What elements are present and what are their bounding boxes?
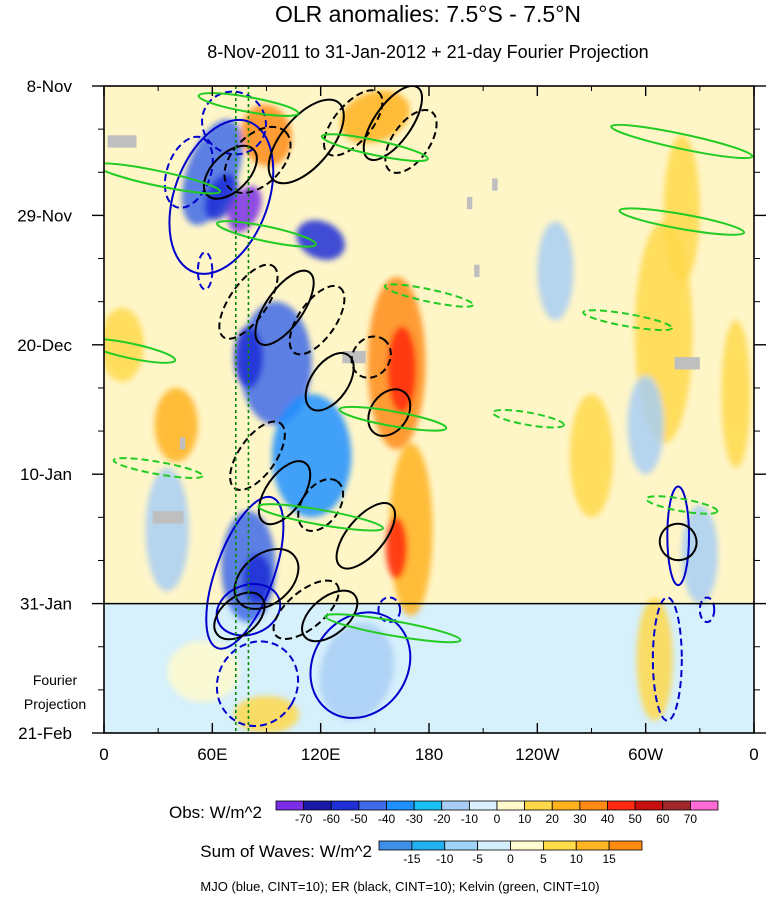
colorbar-swatch xyxy=(608,801,636,810)
y-tick-label: 31-Jan xyxy=(20,595,72,614)
colorbar-tick-label: 20 xyxy=(546,812,560,826)
missing-data-box xyxy=(492,178,497,190)
colorbar-tick-label: 5 xyxy=(540,852,547,866)
x-tick-label: 60W xyxy=(628,745,663,764)
x-tick-label: 0 xyxy=(749,745,758,764)
colorbar-tick-label: -50 xyxy=(350,812,368,826)
anomaly-blob xyxy=(537,222,573,321)
colorbar-swatch xyxy=(469,801,497,810)
anomaly-blob xyxy=(167,641,239,703)
colorbar-swatch xyxy=(576,841,609,850)
colorbar-swatch xyxy=(379,841,412,850)
anomaly-blob xyxy=(155,388,198,462)
y-tick-label: 8-Nov xyxy=(27,77,73,96)
anomaly-blob xyxy=(722,320,751,468)
colorbar-tick-label: 60 xyxy=(656,812,670,826)
waves-colorbar-label: Sum of Waves: W/m^2 xyxy=(200,842,372,861)
y-tick-label: 10-Jan xyxy=(20,465,72,484)
colorbar-swatch xyxy=(445,841,478,850)
colorbar-swatch xyxy=(478,841,511,850)
colorbar-tick-label: -40 xyxy=(378,812,396,826)
colorbar-tick-label: -30 xyxy=(405,812,423,826)
colorbar-swatch xyxy=(552,801,580,810)
missing-data-box xyxy=(675,357,700,369)
colorbar-swatch xyxy=(497,801,525,810)
missing-data-box xyxy=(474,265,479,277)
colorbar-tick-label: 40 xyxy=(601,812,615,826)
y-tick-label: 20-Dec xyxy=(17,336,72,355)
colorbar-tick-label: 50 xyxy=(628,812,642,826)
colorbar-swatch xyxy=(412,841,445,850)
colorbar-swatch xyxy=(511,841,544,850)
colorbar-tick-label: 10 xyxy=(518,812,532,826)
x-tick-label: 180 xyxy=(415,745,443,764)
anomaly-blob xyxy=(682,505,718,604)
anomaly-blob xyxy=(146,468,189,591)
missing-data-box xyxy=(180,437,185,449)
colorbar-tick-label: -70 xyxy=(295,812,313,826)
plot-area xyxy=(85,77,754,741)
colorbar-swatch xyxy=(304,801,332,810)
x-tick-label: 60E xyxy=(197,745,227,764)
footer-legend-text: MJO (blue, CINT=10); ER (black, CINT=10)… xyxy=(200,879,599,894)
y-tick-label: 21-Feb xyxy=(18,724,72,743)
x-tick-label: 0 xyxy=(99,745,108,764)
colorbar-tick-label: 0 xyxy=(507,852,514,866)
colorbar-tick-label: 15 xyxy=(602,852,616,866)
colorbar-swatch xyxy=(635,801,663,810)
colorbar-tick-label: -60 xyxy=(323,812,341,826)
colorbar-swatch xyxy=(580,801,608,810)
colorbar-tick-label: -15 xyxy=(403,852,421,866)
anomaly-blob xyxy=(387,326,416,412)
anomaly-blob xyxy=(386,517,408,579)
anomaly-blob xyxy=(628,376,664,475)
obs-colorbar: -70 -60 -50 -40 -30 -20 -10 0 10 20 30 40 50 60 70 xyxy=(276,801,718,826)
y-tick-label: 29-Nov xyxy=(17,206,72,225)
colorbar-swatch xyxy=(543,841,576,850)
colorbar-swatch xyxy=(525,801,553,810)
colorbar-tick-label: 70 xyxy=(684,812,698,826)
colorbar-swatch xyxy=(276,801,304,810)
colorbar-swatch xyxy=(359,801,387,810)
colorbar-tick-label: -10 xyxy=(436,852,454,866)
waves-colorbar: -15 -10 -5 0 5 10 15 xyxy=(379,841,642,866)
obs-colorbar-label: Obs: W/m^2 xyxy=(169,803,262,822)
colorbar-swatch xyxy=(387,801,415,810)
chart-title: OLR anomalies: 7.5°S - 7.5°N xyxy=(275,1,581,27)
colorbar-tick-label: -20 xyxy=(433,812,451,826)
x-tick-label: 120E xyxy=(301,745,341,764)
colorbar-tick-label: 30 xyxy=(573,812,587,826)
projection-label-line2: Projection xyxy=(24,696,86,712)
anomaly-blob xyxy=(570,394,613,517)
projection-label-line1: Fourier xyxy=(33,672,78,688)
missing-data-box xyxy=(467,197,472,209)
chart-subtitle: 8-Nov-2011 to 31-Jan-2012 + 21-day Fouri… xyxy=(207,42,648,62)
colorbar-swatch xyxy=(331,801,359,810)
anomaly-blob xyxy=(664,135,700,283)
anomaly-blob xyxy=(637,597,673,720)
missing-data-box xyxy=(153,511,184,523)
colorbar-tick-label: -5 xyxy=(472,852,483,866)
colorbar-swatch xyxy=(690,801,718,810)
x-tick-label: 120W xyxy=(515,745,559,764)
colorbar-swatch xyxy=(609,841,642,850)
colorbar-swatch xyxy=(442,801,470,810)
colorbar-tick-label: 10 xyxy=(570,852,584,866)
missing-data-box xyxy=(108,135,137,147)
colorbar-swatch xyxy=(414,801,442,810)
anomaly-blob xyxy=(234,696,299,733)
colorbar-tick-label: 0 xyxy=(494,812,501,826)
anomaly-blob xyxy=(272,394,351,517)
colorbar-tick-label: -10 xyxy=(461,812,479,826)
colorbar-swatch xyxy=(663,801,691,810)
